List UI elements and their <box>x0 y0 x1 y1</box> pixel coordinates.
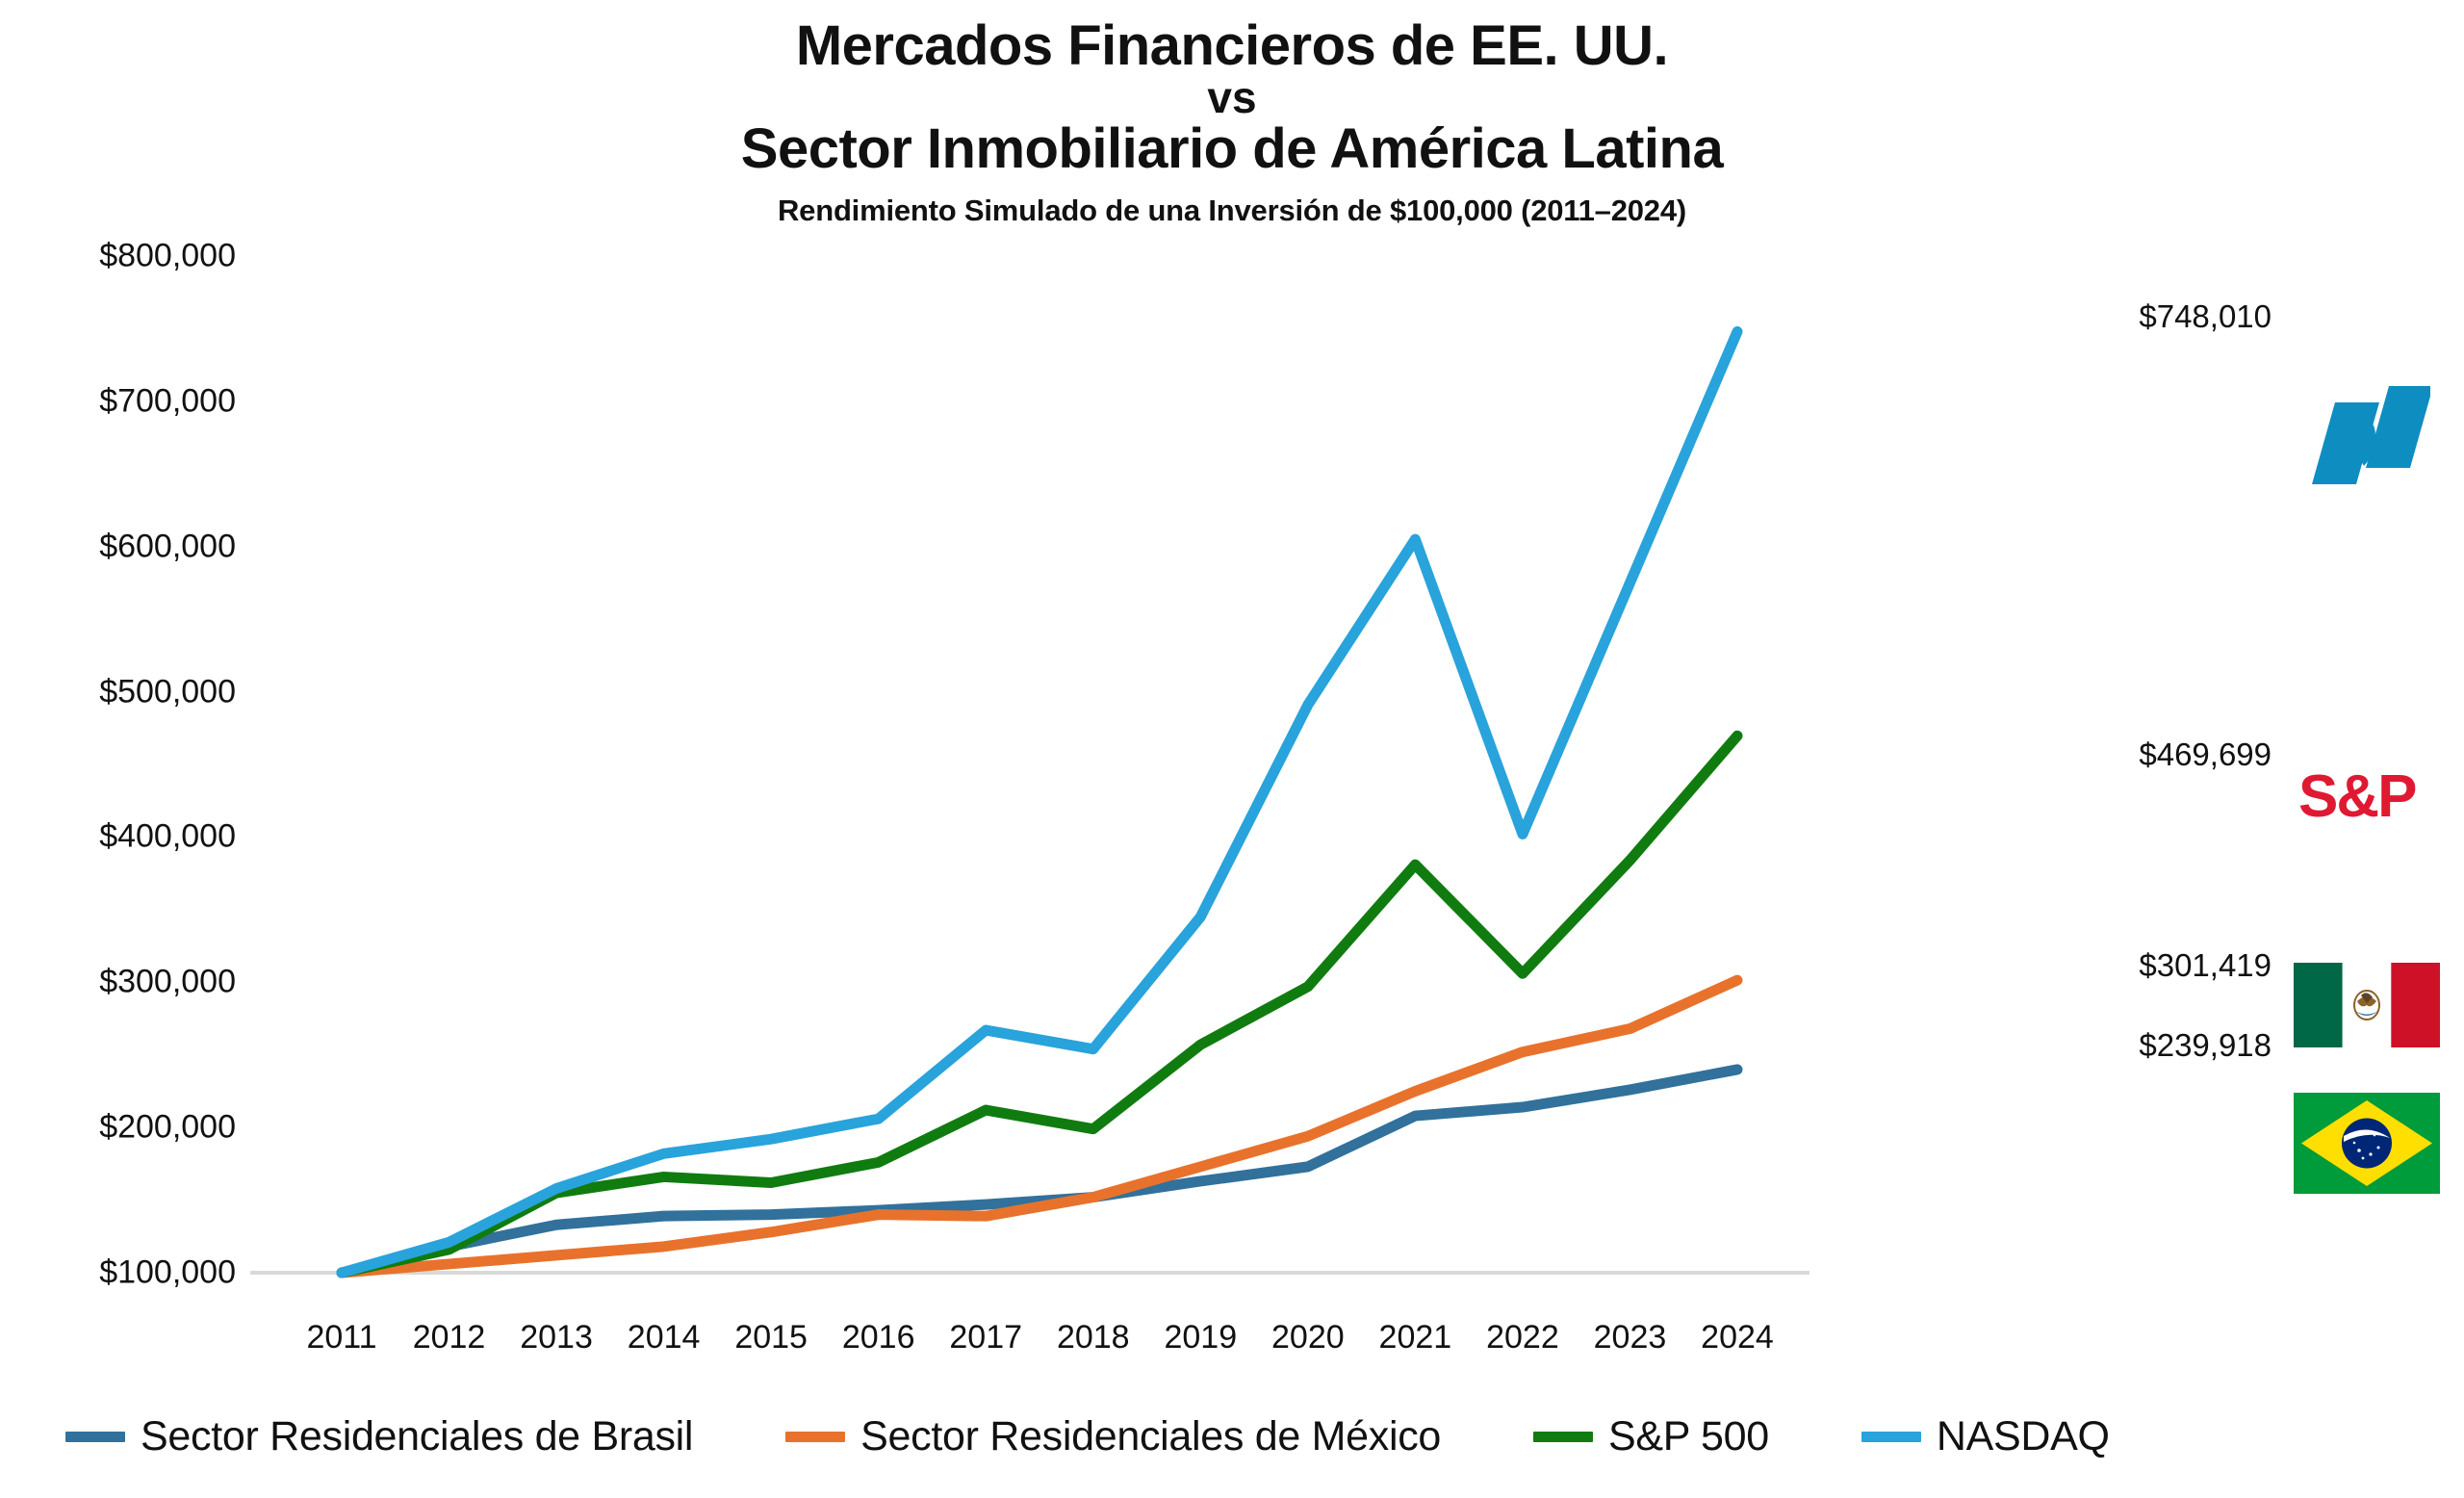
legend-item-mexico[interactable]: Sector Residenciales de México <box>785 1413 1441 1460</box>
end-value-label: $301,419 <box>2139 947 2272 984</box>
y-tick-label: $100,000 <box>99 1253 236 1291</box>
series-line-sector-residenciales-de-brasil <box>336 1064 1743 1278</box>
mexico-flag <box>2294 963 2440 1047</box>
nasdaq-logo-glyph <box>2312 386 2433 484</box>
chart-title-block: Mercados Financieros de EE. UU. vs Secto… <box>0 17 2464 228</box>
x-tick-label: 2016 <box>841 1319 915 1356</box>
sp-logo-text: S&P <box>2298 763 2417 830</box>
series-line-s-p-500 <box>336 730 1743 1278</box>
series-line-sector-residenciales-de-m-xico <box>336 974 1743 1278</box>
y-tick-label: $700,000 <box>99 382 236 420</box>
legend-swatch-icon <box>65 1432 125 1442</box>
x-tick-label: 2020 <box>1271 1319 1345 1356</box>
x-tick-label: 2021 <box>1378 1319 1452 1356</box>
legend-label: Sector Residenciales de Brasil <box>141 1413 694 1459</box>
legend-swatch-icon <box>1861 1432 1921 1442</box>
legend-swatch-icon <box>785 1432 846 1442</box>
brazil-flag <box>2294 1093 2440 1194</box>
mexico-flag-glyph <box>2294 963 2440 1047</box>
title-vs: vs <box>1207 72 1257 123</box>
end-value-label: $469,699 <box>2139 736 2272 773</box>
x-tick-label: 2023 <box>1593 1319 1667 1356</box>
x-tick-label: 2018 <box>1056 1319 1130 1356</box>
x-tick-label: 2015 <box>734 1319 808 1356</box>
x-tick-label: 2012 <box>412 1319 486 1356</box>
legend-label: Sector Residenciales de México <box>860 1413 1442 1459</box>
nasdaq-logo <box>2291 383 2433 487</box>
series-line-nasdaq <box>336 325 1743 1278</box>
x-tick-label: 2024 <box>1701 1319 1774 1356</box>
end-value-label: $748,010 <box>2139 298 2272 335</box>
y-tick-label: $500,000 <box>99 673 236 710</box>
legend-item-brasil[interactable]: Sector Residenciales de Brasil <box>65 1413 693 1460</box>
legend-label: S&P 500 <box>1608 1413 1769 1459</box>
y-tick-label: $200,000 <box>99 1108 236 1146</box>
brazil-flag-glyph <box>2294 1093 2440 1194</box>
chart-subtitle: Rendimiento Simulado de una Inversión de… <box>777 193 1687 227</box>
legend-item-sp500[interactable]: S&P 500 <box>1533 1413 1769 1460</box>
y-tick-label: $400,000 <box>99 817 236 855</box>
chart-legend: Sector Residenciales de Brasil Sector Res… <box>0 1413 2464 1460</box>
x-tick-label: 2011 <box>306 1319 377 1356</box>
x-tick-label: 2014 <box>627 1319 701 1356</box>
x-tick-label: 2019 <box>1164 1319 1238 1356</box>
page-title-second: Sector Inmobiliario de América Latina <box>740 117 1724 181</box>
legend-label: NASDAQ <box>1936 1413 2110 1459</box>
sp-logo: S&P <box>2298 767 2417 827</box>
x-tick-label: 2022 <box>1486 1319 1559 1356</box>
x-tick-label: 2013 <box>520 1319 593 1356</box>
legend-item-nasdaq[interactable]: NASDAQ <box>1861 1413 2110 1460</box>
x-tick-label: 2017 <box>949 1319 1023 1356</box>
page-title: Mercados Financieros de EE. UU. <box>795 14 1669 77</box>
y-tick-label: $300,000 <box>99 963 236 1000</box>
y-tick-label: $600,000 <box>99 528 236 565</box>
end-value-label: $239,918 <box>2139 1026 2272 1063</box>
y-tick-label: $800,000 <box>99 237 236 274</box>
legend-swatch-icon <box>1533 1432 1594 1442</box>
